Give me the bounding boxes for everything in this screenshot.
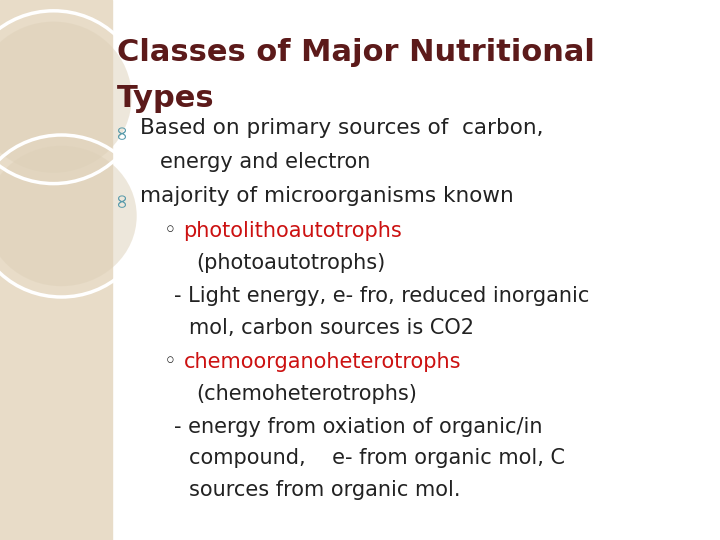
- Text: sources from organic mol.: sources from organic mol.: [189, 480, 460, 501]
- Text: mol, carbon sources is CO2: mol, carbon sources is CO2: [189, 318, 474, 338]
- Text: chemoorganoheterotrophs: chemoorganoheterotrophs: [184, 352, 461, 372]
- Text: ◦: ◦: [164, 221, 177, 241]
- Text: Types: Types: [117, 84, 215, 113]
- Text: Classes of Major Nutritional: Classes of Major Nutritional: [117, 38, 595, 67]
- Text: majority of microorganisms known: majority of microorganisms known: [140, 186, 514, 206]
- Text: energy and electron: energy and electron: [160, 152, 370, 172]
- Text: (chemoheterotrophs): (chemoheterotrophs): [196, 383, 417, 404]
- Text: photolithoautotrophs: photolithoautotrophs: [184, 221, 402, 241]
- Text: Based on primary sources of  carbon,: Based on primary sources of carbon,: [140, 118, 544, 138]
- Bar: [0, 0, 112, 540]
- Ellipse shape: [0, 22, 132, 173]
- Text: - Light energy, e- fro, reduced inorganic: - Light energy, e- fro, reduced inorgani…: [174, 286, 590, 306]
- Text: ◦: ◦: [164, 352, 177, 372]
- Ellipse shape: [0, 146, 137, 286]
- Text: ∞: ∞: [112, 190, 130, 207]
- Text: compound,    e- from organic mol, C: compound, e- from organic mol, C: [189, 448, 564, 469]
- Text: ∞: ∞: [112, 122, 130, 139]
- Text: - energy from oxiation of organic/in: - energy from oxiation of organic/in: [174, 416, 543, 437]
- Text: (photoautotrophs): (photoautotrophs): [196, 253, 385, 273]
